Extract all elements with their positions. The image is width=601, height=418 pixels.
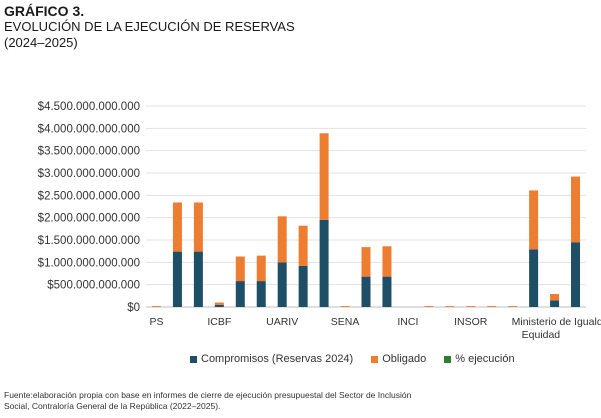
- y-tick-label: $3.000.000.000.000: [38, 168, 140, 180]
- stacked-bar-chart: $0 $500.000.000.000 $1.000.000.000.000 $1.5…: [38, 101, 601, 341]
- source-line-1: Fuente:elaboración propia con base en in…: [4, 390, 412, 400]
- bar-segment-series-1-bar-14: [445, 306, 455, 307]
- bar-segment-series-1-bar-9: [340, 306, 350, 307]
- y-tick-label: $3.500.000.000.000: [38, 146, 140, 158]
- bar-segment-series-1-bar-10: [361, 247, 371, 277]
- chart-title: EVOLUCIÓN DE LA EJECUCIÓN DE RESERVAS: [4, 19, 295, 34]
- bars: [151, 133, 581, 307]
- y-tick-label: $1.000.000.000.000: [38, 257, 140, 269]
- bar-segment-series-1-bar-6: [277, 216, 287, 263]
- legend-swatch-ejecucion: [444, 355, 452, 363]
- legend-item-compromisos: Compromisos (Reservas 2024): [190, 353, 353, 365]
- y-axis-tick-labels: $0 $500.000.000.000 $1.000.000.000.000 $1.5…: [38, 101, 140, 314]
- y-tick-label: $2.500.000.000.000: [38, 190, 140, 202]
- bar-segment-series-1-bar-0: [151, 306, 161, 307]
- bar-segment-series-1-bar-8: [319, 133, 329, 220]
- bar-segment-series-1-bar-11: [382, 246, 392, 277]
- bar-segment-series-0-bar-11: [382, 276, 392, 307]
- bar-segment-series-0-bar-3: [214, 304, 224, 307]
- y-tick-label: $1.500.000.000.000: [38, 235, 140, 247]
- source-note: Fuente:elaboración propia con base en in…: [4, 390, 564, 412]
- bar-segment-series-0-bar-4: [235, 281, 245, 307]
- x-category-label: INSOR: [454, 316, 488, 328]
- y-tick-label: $2.000.000.000.000: [38, 213, 140, 225]
- x-category-label: SENA: [331, 316, 360, 328]
- bar-segment-series-1-bar-17: [508, 306, 518, 307]
- bar-segment-series-0-bar-8: [319, 219, 329, 307]
- legend-item-ejecucion: % ejecución: [444, 353, 515, 365]
- bar-segment-series-1-bar-4: [235, 256, 245, 282]
- x-category-label: ICBF: [207, 316, 231, 328]
- legend-label-obligado: Obligado: [382, 353, 427, 365]
- legend-item-obligado: Obligado: [371, 353, 426, 365]
- legend-swatch-compromisos: [190, 355, 197, 363]
- bar-segment-series-1-bar-5: [256, 255, 266, 282]
- bar-segment-series-0-bar-18: [529, 249, 539, 307]
- x-category-label: INCI: [397, 316, 418, 328]
- bar-segment-series-0-bar-6: [277, 262, 287, 307]
- bar-segment-series-1-bar-3: [214, 302, 224, 305]
- y-tick-label: $0: [127, 302, 140, 314]
- x-category-label: UARIV: [266, 316, 298, 328]
- source-line-2: Social, Contraloría General de la Repúbl…: [4, 401, 221, 411]
- bar-segment-series-1-bar-1: [172, 202, 182, 252]
- legend-swatch-obligado: [371, 355, 379, 363]
- y-tick-label: $500.000.000.000: [47, 280, 140, 292]
- bar-segment-series-0-bar-19: [550, 300, 560, 307]
- bar-segment-series-1-bar-20: [571, 176, 581, 243]
- legend-label-compromisos: Compromisos (Reservas 2024): [201, 353, 354, 365]
- bar-segment-series-1-bar-13: [424, 306, 434, 307]
- bar-segment-series-1-bar-7: [298, 225, 308, 266]
- chart-subtitle: (2024–2025): [4, 35, 78, 50]
- bar-segment-series-0-bar-20: [571, 242, 581, 307]
- x-category-label: PS: [149, 316, 163, 328]
- legend: Compromisos (Reservas 2024) Obligado % e…: [190, 353, 515, 365]
- bar-segment-series-0-bar-5: [256, 281, 266, 307]
- bar-segment-series-1-bar-16: [487, 306, 497, 307]
- bar-segment-series-0-bar-2: [193, 251, 203, 307]
- bar-segment-series-0-bar-7: [298, 265, 308, 307]
- figure-label: GRÁFICO 3.: [4, 3, 85, 19]
- legend-label-ejecucion: % ejecución: [455, 353, 515, 365]
- bar-segment-series-1-bar-19: [550, 294, 560, 301]
- bar-segment-series-1-bar-15: [466, 306, 476, 307]
- bar-segment-series-0-bar-10: [361, 276, 371, 307]
- chart-header: GRÁFICO 3. EVOLUCIÓN DE LA EJECUCIÓN DE …: [4, 3, 295, 51]
- x-axis-category-labels: PS ICBF UARIV SENA INCI INSOR Ministerio de Ig…: [149, 316, 601, 341]
- bar-segment-series-1-bar-2: [193, 202, 203, 252]
- x-category-label: Ministerio de Igualdad yEquidad: [512, 316, 601, 341]
- y-tick-label: $4.000.000.000.000: [38, 123, 140, 135]
- bar-segment-series-1-bar-18: [529, 190, 539, 250]
- bar-segment-series-0-bar-1: [172, 251, 182, 307]
- y-tick-label: $4.500.000.000.000: [38, 101, 140, 113]
